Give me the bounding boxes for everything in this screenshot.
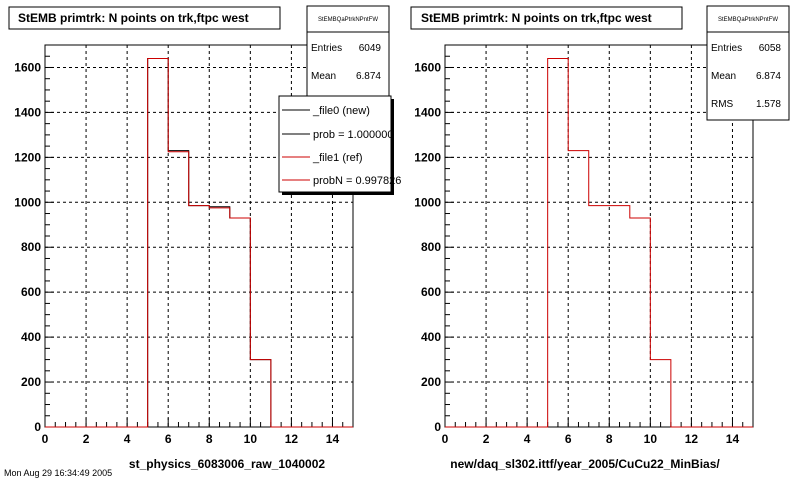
legend-entry-probn: probN = 0.997826 — [313, 175, 401, 187]
right-series — [445, 57, 753, 428]
legend-entry-new: _file0 (new) — [312, 105, 370, 117]
left-y-tick-label: 0 — [34, 420, 41, 434]
left-x-tick-label: 8 — [206, 432, 213, 446]
left-y-tick-label: 1600 — [14, 60, 41, 74]
left-stats-name: StEMBQaPtrkNPntFW — [318, 17, 378, 23]
right-xlabel: new/daq_sl302.ittf/year_2005/CuCu22_MinB… — [450, 457, 720, 471]
left-x-tick-label: 4 — [124, 432, 131, 446]
legend-entry-prob: prob = 1.000000 — [313, 129, 393, 141]
left-series-file1-ref — [45, 57, 353, 428]
right-x-tick-label: 4 — [524, 432, 531, 446]
left-stats-entries-value: 6049 — [359, 43, 382, 54]
right-stats-box: StEMBQaPtrkNPntFW Entries 6058 Mean 6.87… — [706, 5, 790, 121]
right-x-tick-label: 12 — [685, 432, 699, 446]
left-title: StEMB primtrk: N points on trk,ftpc west — [18, 11, 249, 25]
left-xlabel: st_physics_6083006_raw_1040002 — [129, 457, 325, 471]
left-y-tick-label: 200 — [21, 375, 41, 389]
right-stats-entries-value: 6058 — [759, 43, 782, 54]
left-x-tick-label: 0 — [42, 432, 49, 446]
right-plot-frame — [444, 44, 754, 428]
left-y-tick-label: 1400 — [14, 105, 41, 119]
right-y-tick-label: 1400 — [414, 105, 441, 119]
right-y-tick-label: 200 — [421, 375, 441, 389]
left-stats-entries-label: Entries — [311, 43, 342, 54]
left-x-tick-label: 2 — [83, 432, 90, 446]
right-title-box — [410, 6, 683, 30]
right-stats-name: StEMBQaPtrkNPntFW — [718, 17, 778, 23]
right-y-tick-label: 600 — [421, 285, 441, 299]
right-x-tick-label: 0 — [442, 432, 449, 446]
left-stats-mean-label: Mean — [311, 71, 336, 82]
right-stats-entries-label: Entries — [711, 43, 742, 54]
right-x-tick-label: 14 — [726, 432, 740, 446]
right-y-tick-label: 1200 — [414, 150, 441, 164]
left-x-tick-label: 12 — [285, 432, 299, 446]
right-y-tick-label: 800 — [421, 240, 441, 254]
left-x-tick-label: 6 — [165, 432, 172, 446]
right-grid — [445, 45, 753, 427]
left-y-tick-label: 1000 — [14, 195, 41, 209]
left-axes: 0 2 4 6 8 10 12 14 0 200 400 600 800 1000 1200 1400 1600 — [14, 44, 354, 446]
right-x-tick-label: 6 — [565, 432, 572, 446]
right-x-tick-label: 10 — [644, 432, 658, 446]
legend-entry-ref: _file1 (ref) — [312, 152, 363, 164]
right-y-tick-label: 0 — [434, 420, 441, 434]
right-series-hist-0 — [445, 57, 753, 428]
left-title-box — [8, 6, 281, 30]
left-y-tick-label: 600 — [21, 285, 41, 299]
footer-timestamp: Mon Aug 29 16:34:49 2005 — [4, 468, 112, 478]
left-panel: StEMB primtrk: N points on trk,ftpc west… — [8, 5, 401, 471]
left-y-tick-label: 1200 — [14, 150, 41, 164]
right-x-tick-label: 8 — [606, 432, 613, 446]
right-stats-rms-value: 1.578 — [756, 99, 781, 110]
right-x-tick-label: 2 — [483, 432, 490, 446]
right-panel: StEMB primtrk: N points on trk,ftpc west… — [410, 5, 790, 471]
left-x-tick-label: 14 — [326, 432, 340, 446]
right-title: StEMB primtrk: N points on trk,ftpc west — [421, 11, 652, 25]
right-y-tick-label: 1000 — [414, 195, 441, 209]
right-stats-mean-value: 6.874 — [756, 71, 781, 82]
left-series — [45, 57, 353, 428]
left-y-tick-label: 800 — [21, 240, 41, 254]
right-y-tick-label: 400 — [421, 330, 441, 344]
left-stats-mean-value: 6.874 — [356, 71, 381, 82]
right-stats-rms-label: RMS — [711, 99, 734, 110]
left-grid — [45, 45, 353, 427]
right-stats-mean-label: Mean — [711, 71, 736, 82]
left-x-tick-label: 10 — [244, 432, 258, 446]
legend-box: _file0 (new) prob = 1.000000 _file1 (ref… — [278, 95, 401, 195]
right-y-tick-label: 1600 — [414, 60, 441, 74]
left-y-tick-label: 400 — [21, 330, 41, 344]
